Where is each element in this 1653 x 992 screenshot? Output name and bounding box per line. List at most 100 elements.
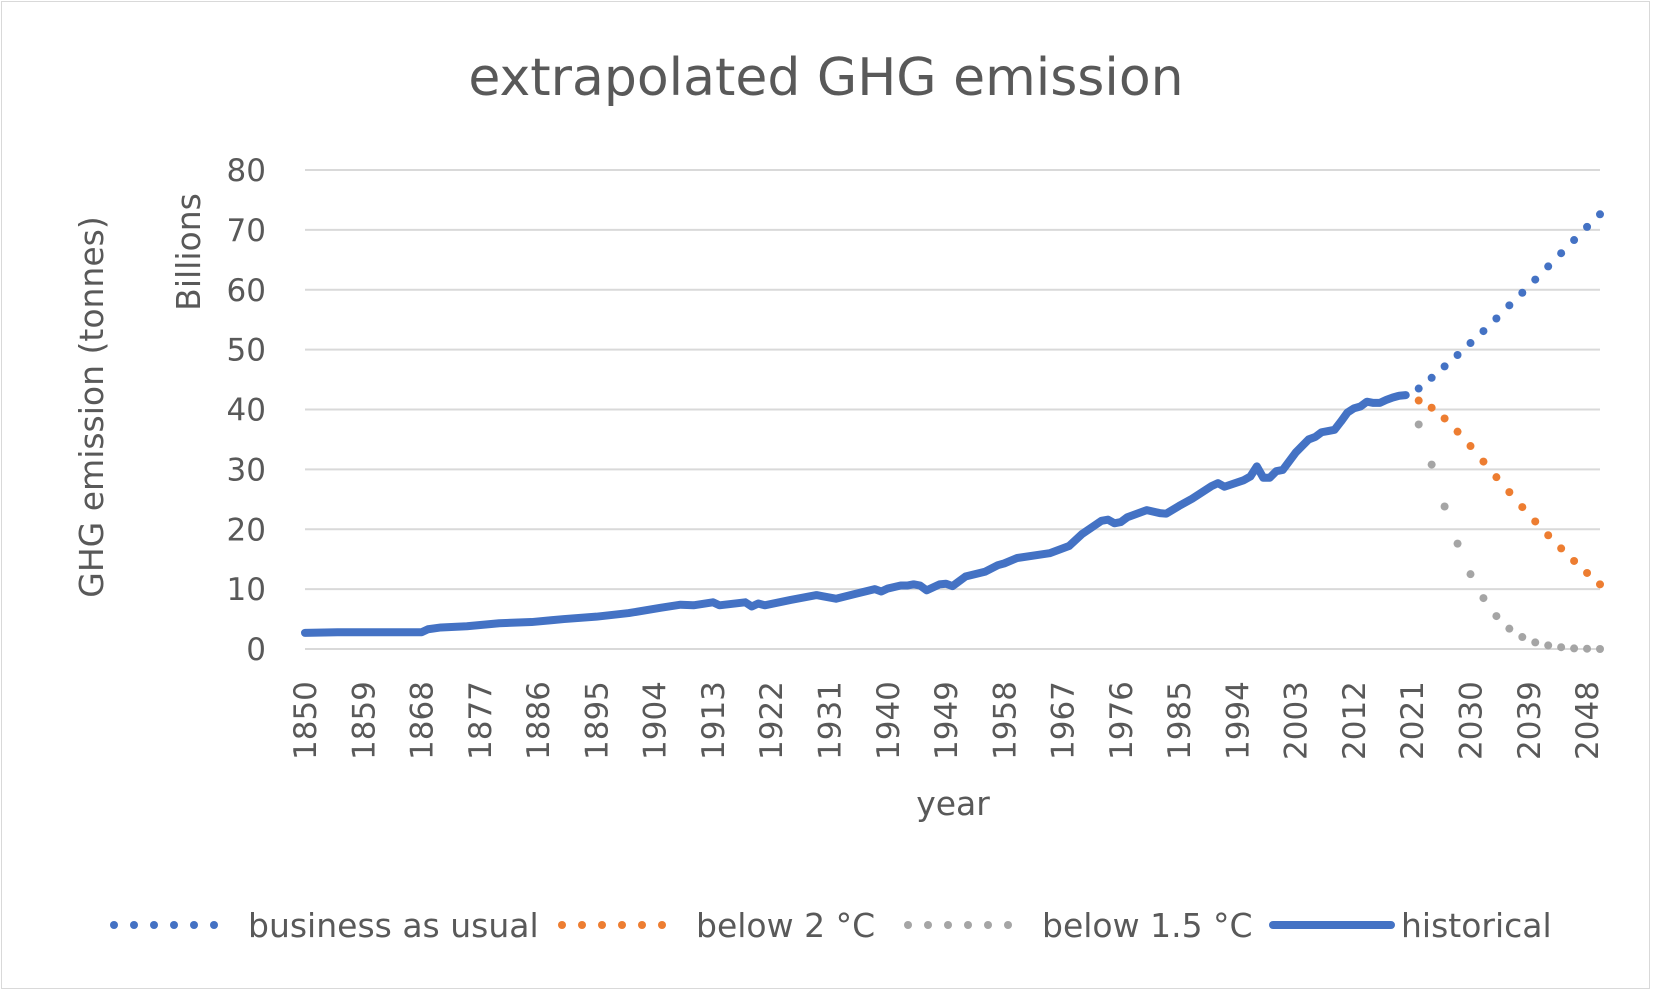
x-axis-ticks: 1850 1859 1868 1877 1886 1895 1904 1913 1922 1931… [288,681,1606,760]
data-point [1518,288,1527,297]
legend-swatch-dot [638,921,646,929]
y-tick-label: 70 [227,213,266,249]
data-point [1492,473,1501,482]
data-point [1570,644,1579,653]
data-point [1440,502,1449,511]
y-axis-label: GHG emission (tonnes) [72,216,111,597]
x-tick-label: 1868 [405,681,441,760]
data-point [1492,314,1501,323]
data-point [1427,460,1436,469]
y-axis-ticks: 0 10 20 30 40 50 60 70 80 [227,153,266,668]
legend-swatch-dot [618,921,626,929]
x-tick-label: 1931 [812,681,848,760]
data-point [1531,275,1540,284]
data-point [1453,351,1462,360]
data-point [1583,644,1592,653]
data-point [1557,249,1566,258]
y-tick-label: 20 [227,512,266,548]
data-point [1570,236,1579,245]
x-tick-label: 1895 [579,681,615,760]
x-tick-label: 1859 [346,681,382,760]
data-point [1596,580,1604,589]
data-point [1414,396,1423,405]
x-tick-label: 1949 [929,681,965,760]
data-point [1544,531,1553,540]
legend-label: historical [1401,906,1552,945]
data-point [1518,633,1527,642]
x-tick-label: 2003 [1279,681,1315,760]
data-point [1479,594,1488,603]
x-tick-label: 2012 [1337,681,1373,760]
legend-item: below 2 °C [558,906,875,945]
legend-swatch-dot [578,921,586,929]
y-tick-label: 10 [227,572,266,608]
data-point [1557,643,1566,652]
legend-item: business as usual [110,906,539,945]
y-tick-label: 40 [227,393,266,429]
data-point [1544,641,1553,650]
data-point [1583,222,1592,231]
x-tick-label: 1994 [1220,681,1256,760]
legend-swatch-dot [110,921,118,929]
legend-swatch-dot [170,921,178,929]
legend-item: below 1.5 °C [904,906,1253,945]
legend-swatch-dot [558,921,566,929]
y-tick-label: 50 [227,333,266,369]
y-axis-units: Billions [169,193,208,311]
x-tick-label: 1904 [638,681,674,760]
data-point [1479,327,1488,336]
data-point [1531,517,1540,526]
data-point [1544,262,1553,271]
data-point [1479,457,1488,466]
series-group [301,210,1604,653]
data-point [1570,556,1579,565]
data-point [1518,503,1527,512]
data-point [1453,539,1462,548]
data-point [1505,624,1514,633]
legend-swatch-dot [984,921,992,929]
legend-swatch-dot [1004,921,1012,929]
y-tick-label: 60 [227,273,266,309]
x-tick-label: 1922 [754,681,790,760]
x-tick-label: 2021 [1395,681,1431,760]
legend-swatch-dot [658,921,666,929]
data-point [1440,362,1449,371]
data-point [1440,414,1449,423]
x-tick-label: 1877 [463,681,499,760]
y-tick-label: 0 [246,632,266,668]
legend-label: business as usual [248,906,539,945]
data-point [1466,442,1475,451]
legend-swatch-dot [598,921,606,929]
legend-swatch-dot [924,921,932,929]
data-point [1492,612,1501,621]
x-tick-label: 2048 [1570,681,1606,760]
legend: business as usual below 2 °C below 1.5 °C h… [110,906,1552,945]
data-point [1414,384,1423,393]
data-point [1505,488,1514,497]
series-line-historical [301,391,1410,637]
gridlines [305,169,1600,650]
data-point [1414,420,1423,429]
legend-swatch-dot [130,921,138,929]
data-point [1596,645,1604,653]
x-axis-label: year [916,784,990,823]
x-tick-label: 2030 [1454,681,1490,760]
x-tick-label: 1850 [288,681,324,760]
data-point [1583,568,1592,577]
y-tick-label: 30 [227,452,266,488]
y-tick-label: 80 [227,153,266,189]
data-point [1505,301,1514,310]
data-point [1466,339,1475,348]
data-point [1596,210,1604,219]
legend-swatch-dot [190,921,198,929]
x-tick-label: 1958 [987,681,1023,760]
data-point [1531,638,1540,647]
data-point [1466,570,1475,579]
legend-swatch-dot [150,921,158,929]
x-tick-label: 1976 [1104,681,1140,760]
x-tick-label: 1886 [521,681,557,760]
chart-title: extrapolated GHG emission [468,48,1183,108]
data-point [1557,544,1566,553]
